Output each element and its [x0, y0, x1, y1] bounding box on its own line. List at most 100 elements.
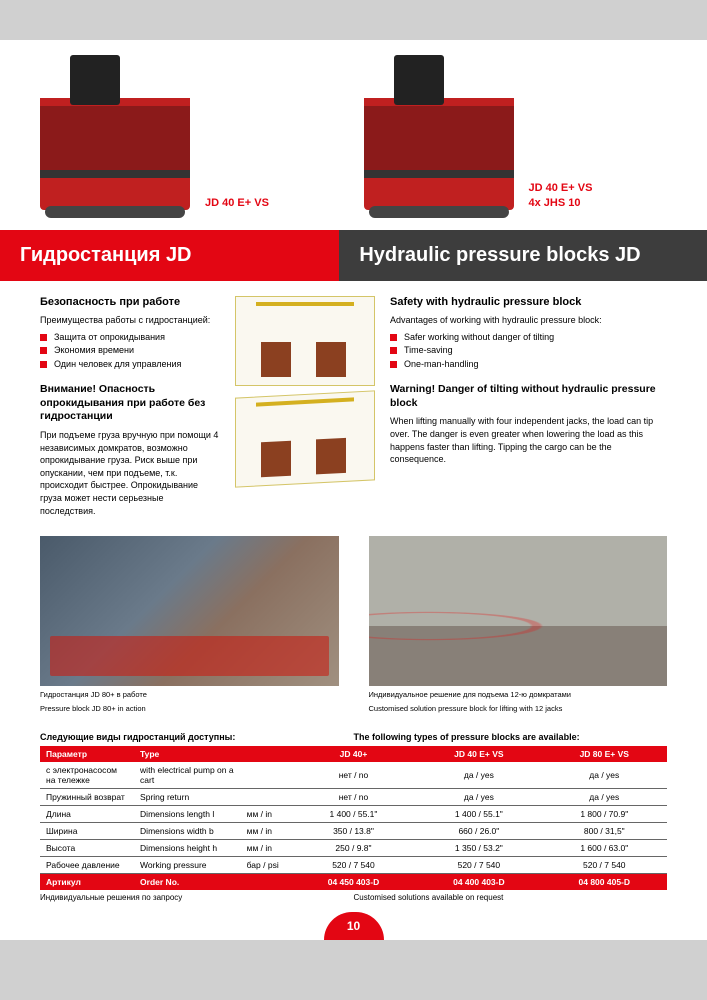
product-images-row: JD 40 E+ VS JD 40 E+ VS 4x JHS 10 — [0, 40, 707, 230]
table-row: Пружинный возвратSpring returnнет / noда… — [40, 788, 667, 805]
table-cell: 250 / 9.8" — [291, 839, 416, 856]
safety-head-ru: Безопасность при работе — [40, 296, 220, 308]
table-cell: с электронасосом на тележке — [40, 762, 134, 789]
photo-row: Гидростанция JD 80+ в работе Pressure bl… — [0, 526, 707, 724]
bullet-en-0: Safer working without danger of tilting — [390, 331, 667, 345]
table-cell: да / yes — [416, 788, 541, 805]
page-number: 10 — [324, 912, 384, 940]
table-cell: 1 350 / 53.2" — [416, 839, 541, 856]
warning-body-en: When lifting manually with four independ… — [390, 415, 667, 465]
safety-bullets-ru: Защита от опрокидывания Экономия времени… — [40, 331, 220, 372]
table-intro-ru: Следующие виды гидростанций доступны: — [40, 732, 354, 742]
product-label-2: JD 40 E+ VS 4x JHS 10 — [529, 181, 593, 210]
header-russian: Гидростанция JD — [0, 230, 339, 281]
caption-right-en: Customised solution pressure block for l… — [369, 704, 668, 714]
bullet-en-1: Time-saving — [390, 344, 667, 358]
table-cell: Ширина — [40, 822, 134, 839]
table-cell: Пружинный возврат — [40, 788, 134, 805]
table-cell: 520 / 7 540 — [291, 856, 416, 873]
table-cell: 1 800 / 70.9" — [542, 805, 667, 822]
table-row: ДлинаDimensions length lмм / in1 400 / 5… — [40, 805, 667, 822]
warning-head-ru: Внимание! Опасность опрокидывания при ра… — [40, 383, 220, 424]
table-intro-en: The following types of pressure blocks a… — [354, 732, 668, 742]
table-cell: да / yes — [542, 788, 667, 805]
table-cell: 1 400 / 55.1" — [291, 805, 416, 822]
table-cell: бар / psi — [241, 856, 291, 873]
table-cell: мм / in — [241, 805, 291, 822]
order-4: 04 400 403-D — [416, 873, 541, 890]
table-cell: 520 / 7 540 — [542, 856, 667, 873]
table-cell: Высота — [40, 839, 134, 856]
bullet-ru-0: Защита от опрокидывания — [40, 331, 220, 345]
top-margin — [0, 0, 707, 40]
table-row: Рабочее давлениеWorking pressureбар / ps… — [40, 856, 667, 873]
bottom-margin — [0, 940, 707, 952]
bullet-ru-2: Один человек для управления — [40, 358, 220, 372]
order-3: 04 450 403-D — [291, 873, 416, 890]
safety-head-en: Safety with hydraulic pressure block — [390, 296, 667, 308]
safety-row: Безопасность при работе Преимущества раб… — [0, 281, 707, 526]
table-cell: 1 600 / 63.0" — [542, 839, 667, 856]
safety-intro-en: Advantages of working with hydraulic pre… — [390, 314, 667, 327]
table-cell: Длина — [40, 805, 134, 822]
table-cell: Dimensions width b — [134, 822, 241, 839]
table-header-row: Параметр Type JD 40+ JD 40 E+ VS JD 80 E… — [40, 746, 667, 762]
table-intro: Следующие виды гидростанций доступны: Th… — [0, 724, 707, 746]
th-3: JD 40+ — [291, 746, 416, 762]
order-2 — [241, 873, 291, 890]
header-english: Hydraulic pressure blocks JD — [339, 230, 707, 281]
table-cell: Рабочее давление — [40, 856, 134, 873]
footnote-en: Customised solutions available on reques… — [354, 893, 668, 902]
th-0: Параметр — [40, 746, 134, 762]
th-1: Type — [134, 746, 241, 762]
photo-cell-right: Индивидуальное решение для подъема 12-ю … — [369, 536, 668, 714]
table-cell — [241, 762, 291, 789]
th-2 — [241, 746, 291, 762]
table-cell: мм / in — [241, 839, 291, 856]
order-0: Артикул — [40, 873, 134, 890]
safety-bullets-en: Safer working without danger of tilting … — [390, 331, 667, 372]
table-cell: Spring return — [134, 788, 241, 805]
caption-right-ru: Индивидуальное решение для подъема 12-ю … — [369, 690, 668, 700]
diagrams-col — [230, 296, 380, 521]
table-cell: Dimensions length l — [134, 805, 241, 822]
table-cell: 660 / 26.0" — [416, 822, 541, 839]
diagram-tilting — [235, 390, 375, 487]
section-headers: Гидростанция JD Hydraulic pressure block… — [0, 230, 707, 281]
product-cell-1: JD 40 E+ VS — [40, 50, 344, 210]
product-label-1: JD 40 E+ VS — [205, 196, 269, 210]
table-cell: 350 / 13.8" — [291, 822, 416, 839]
caption-left-ru: Гидростанция JD 80+ в работе — [40, 690, 339, 700]
photo-cell-left: Гидростанция JD 80+ в работе Pressure bl… — [40, 536, 339, 714]
footnotes: Индивидуальные решения по запросу Custom… — [0, 890, 707, 912]
table-cell: Working pressure — [134, 856, 241, 873]
product-image-2 — [364, 50, 514, 210]
table-cell — [241, 788, 291, 805]
th-5: JD 80 E+ VS — [542, 746, 667, 762]
footnote-ru: Индивидуальные решения по запросу — [40, 893, 354, 902]
table-cell: нет / no — [291, 788, 416, 805]
diagram-safe — [235, 296, 375, 386]
order-1: Order No. — [134, 873, 241, 890]
bullet-ru-1: Экономия времени — [40, 344, 220, 358]
table-cell: Dimensions height h — [134, 839, 241, 856]
table-cell: 1 400 / 55.1" — [416, 805, 541, 822]
table-cell: да / yes — [542, 762, 667, 789]
warning-head-en: Warning! Danger of tilting without hydra… — [390, 383, 667, 410]
product-image-1 — [40, 50, 190, 210]
table-cell: with electrical pump on a cart — [134, 762, 241, 789]
spec-table: Параметр Type JD 40+ JD 40 E+ VS JD 80 E… — [40, 746, 667, 890]
order-5: 04 800 405-D — [542, 873, 667, 890]
table-order-row: Артикул Order No. 04 450 403-D 04 400 40… — [40, 873, 667, 890]
safety-left-col: Безопасность при работе Преимущества раб… — [40, 296, 220, 521]
bullet-en-2: One-man-handling — [390, 358, 667, 372]
photo-right — [369, 536, 668, 686]
th-4: JD 40 E+ VS — [416, 746, 541, 762]
table-row: ВысотаDimensions height hмм / in250 / 9.… — [40, 839, 667, 856]
warning-body-ru: При подъеме груза вручную при помощи 4 н… — [40, 429, 220, 517]
page: JD 40 E+ VS JD 40 E+ VS 4x JHS 10 Гидрос… — [0, 0, 707, 952]
photo-left — [40, 536, 339, 686]
safety-intro-ru: Преимущества работы с гидростанцией: — [40, 314, 220, 327]
table-row: с электронасосом на тележкеwith electric… — [40, 762, 667, 789]
product-cell-2: JD 40 E+ VS 4x JHS 10 — [364, 50, 668, 210]
